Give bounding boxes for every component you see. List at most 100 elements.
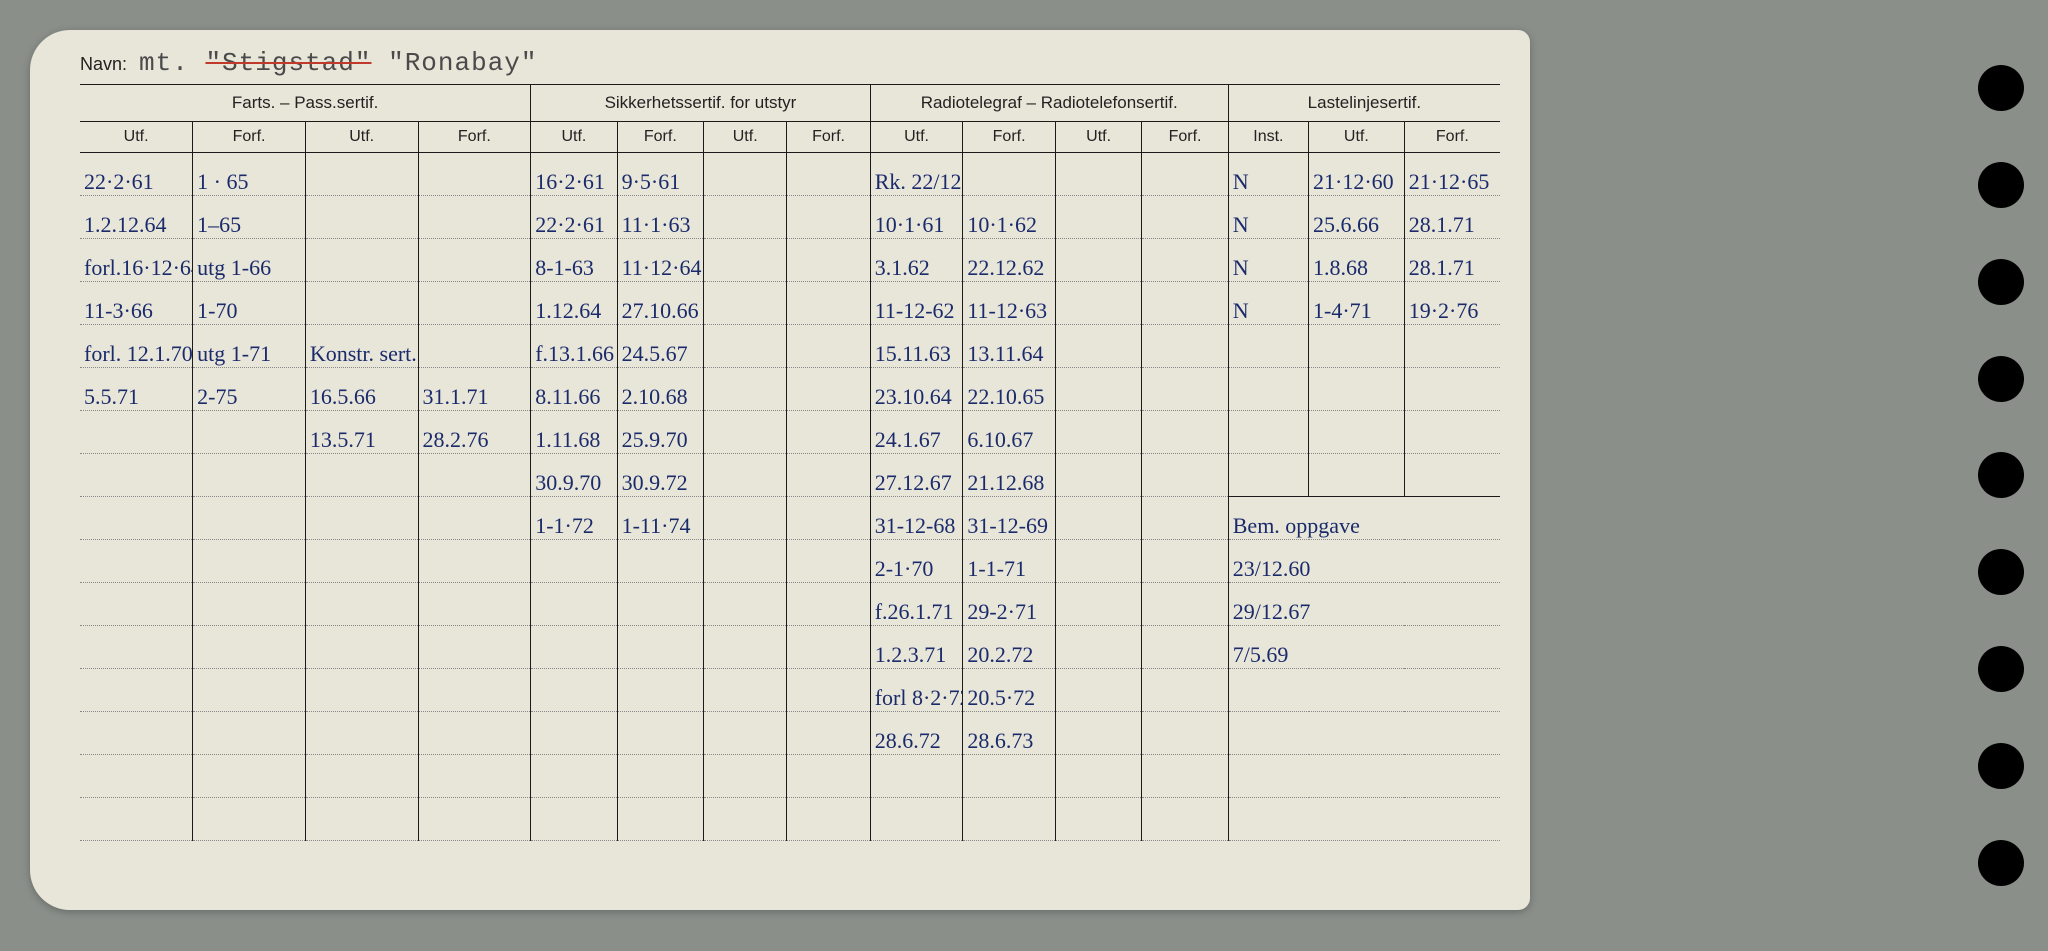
name-prefix: mt. — [139, 48, 189, 78]
cell: 1 · 65 — [193, 153, 306, 196]
cell — [1142, 712, 1228, 755]
cell: 22.10.65 — [963, 368, 1056, 411]
cell — [704, 540, 787, 583]
cell — [418, 669, 531, 712]
cell — [531, 626, 617, 669]
cell: 10·1·62 — [963, 196, 1056, 239]
cell — [1055, 239, 1141, 282]
table-row: 1-1·721-11·7431-12-6831-12-69Bem. oppgav… — [80, 497, 1500, 540]
cell: 22.12.62 — [963, 239, 1056, 282]
col-forf: Forf. — [418, 122, 531, 153]
cell — [418, 282, 531, 325]
cell — [1055, 196, 1141, 239]
col-forf: Forf. — [193, 122, 306, 153]
cell: N — [1228, 153, 1308, 196]
cell: 1.11.68 — [531, 411, 617, 454]
col-forf: Forf. — [617, 122, 703, 153]
table-row — [80, 755, 1500, 798]
cell: forl. 12.1.70 — [80, 325, 193, 368]
cell — [305, 282, 418, 325]
cell — [963, 153, 1056, 196]
cell — [617, 540, 703, 583]
cell — [870, 755, 963, 798]
cell: 11·1·63 — [617, 196, 703, 239]
index-card: Navn: mt. "Stigstad" "Ronabay" Farts. – … — [30, 30, 1530, 910]
cell — [193, 540, 306, 583]
cell — [1142, 325, 1228, 368]
cell — [80, 583, 193, 626]
table-body: 22·2·611 · 6516·2·619·5·61Rk. 22/12.60N2… — [80, 153, 1500, 841]
cell — [1055, 798, 1141, 841]
cell: 23.10.64 — [870, 368, 963, 411]
cell — [193, 712, 306, 755]
cell — [1142, 583, 1228, 626]
cell: 1.8.68 — [1309, 239, 1405, 282]
cell — [787, 153, 870, 196]
cell — [1055, 153, 1141, 196]
table-row: 1.2.12.641–6522·2·6111·1·6310·1·6110·1·6… — [80, 196, 1500, 239]
certificate-table: Farts. – Pass.sertif. Sikkerhetssertif. … — [80, 85, 1500, 841]
cell — [787, 497, 870, 540]
col-utf: Utf. — [1309, 122, 1405, 153]
cell — [704, 325, 787, 368]
cell — [193, 583, 306, 626]
col-utf: Utf. — [305, 122, 418, 153]
cell — [617, 626, 703, 669]
cell: 21.12.68 — [963, 454, 1056, 497]
cell: 21·12·60 — [1309, 153, 1405, 196]
cell: 1-70 — [193, 282, 306, 325]
cell — [80, 411, 193, 454]
cell — [1228, 454, 1308, 497]
cell: 28.6.73 — [963, 712, 1056, 755]
cell — [418, 454, 531, 497]
cell — [963, 798, 1056, 841]
cell — [1055, 411, 1141, 454]
cell: 8.11.66 — [531, 368, 617, 411]
cell — [305, 239, 418, 282]
cell — [787, 669, 870, 712]
table-row: 2-1·701-1-7123/12.60 — [80, 540, 1500, 583]
cell — [193, 497, 306, 540]
cell: forl 8·2·72 — [870, 669, 963, 712]
cell: 2-75 — [193, 368, 306, 411]
cell: 31.1.71 — [418, 368, 531, 411]
cell — [704, 282, 787, 325]
cell — [704, 196, 787, 239]
cell: 1-1·72 — [531, 497, 617, 540]
cell — [1142, 411, 1228, 454]
name-typed: mt. "Stigstad" "Ronabay" — [139, 48, 538, 78]
cell — [617, 712, 703, 755]
cell — [1142, 196, 1228, 239]
cell: 28.6.72 — [870, 712, 963, 755]
cell: f.13.1.66 — [531, 325, 617, 368]
hole-icon — [1978, 743, 2024, 789]
col-utf: Utf. — [531, 122, 617, 153]
cell: 6.10.67 — [963, 411, 1056, 454]
cell — [1142, 368, 1228, 411]
cell — [531, 583, 617, 626]
cell: 25.9.70 — [617, 411, 703, 454]
cell: 24.5.67 — [617, 325, 703, 368]
cell — [305, 669, 418, 712]
cell — [1055, 626, 1141, 669]
cell — [617, 755, 703, 798]
col-utf: Utf. — [870, 122, 963, 153]
cell — [617, 669, 703, 712]
cell — [787, 755, 870, 798]
cell — [80, 755, 193, 798]
table-row: forl. 12.1.70utg 1-71Konstr. sert.f.13.1… — [80, 325, 1500, 368]
cell — [787, 454, 870, 497]
cell — [704, 454, 787, 497]
cell — [1142, 798, 1228, 841]
table-row: 28.6.7228.6.73 — [80, 712, 1500, 755]
bem-cell — [1228, 712, 1500, 755]
cell — [787, 196, 870, 239]
cell — [787, 368, 870, 411]
cell — [193, 454, 306, 497]
bem-cell: 29/12.67 — [1228, 583, 1500, 626]
cell — [1055, 368, 1141, 411]
cell: 11-12·63 — [963, 282, 1056, 325]
cell — [418, 196, 531, 239]
hole-icon — [1978, 840, 2024, 886]
cell — [1309, 325, 1405, 368]
